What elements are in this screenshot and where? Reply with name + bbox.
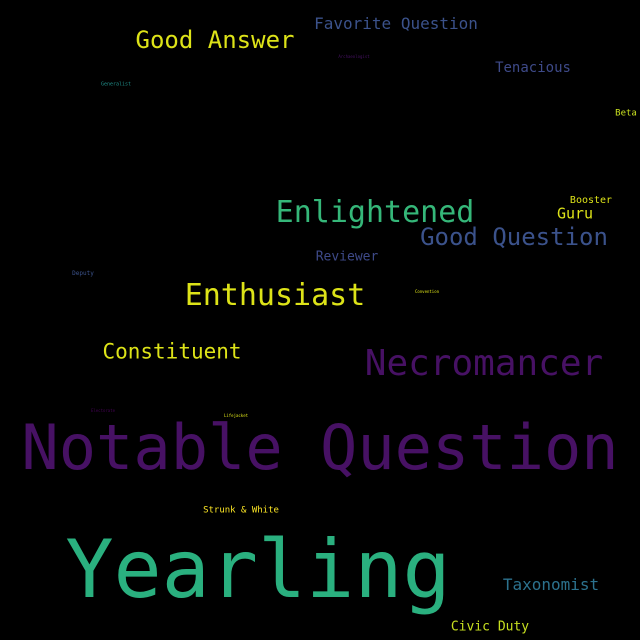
word-taxonomist: Taxonomist	[502, 575, 600, 594]
word-tenacious: Tenacious	[495, 60, 571, 76]
word-favorite-question: Favorite Question	[314, 14, 478, 33]
word-constituent: Constituent	[102, 339, 242, 364]
word-booster: Booster	[569, 195, 613, 206]
word-good-question: Good Question	[420, 223, 608, 251]
word-guru: Guru	[556, 204, 594, 223]
word-beta: Beta	[615, 108, 637, 119]
word-strunk-white: Strunk & White	[203, 505, 279, 516]
word-civic-duty: Civic Duty	[450, 619, 530, 635]
word-electorate: Electorate	[90, 408, 116, 413]
word-lifejacket: Lifejacket	[223, 413, 249, 418]
word-generalist: Generalist	[100, 81, 132, 88]
word-archaeologist: Archaeologist	[338, 54, 370, 59]
word-necromancer: Necromancer	[364, 343, 604, 384]
word-yearling: Yearling	[65, 523, 451, 616]
word-good-answer: Good Answer	[135, 26, 295, 54]
word-reviewer: Reviewer	[315, 249, 379, 265]
word-deputy: Deputy	[72, 270, 94, 277]
word-notable-question: Notable Question	[21, 411, 619, 484]
word-enthusiast: Enthusiast	[184, 278, 366, 313]
word-convention: Convention	[414, 289, 440, 294]
word-enlightened: Enlightened	[275, 195, 475, 230]
